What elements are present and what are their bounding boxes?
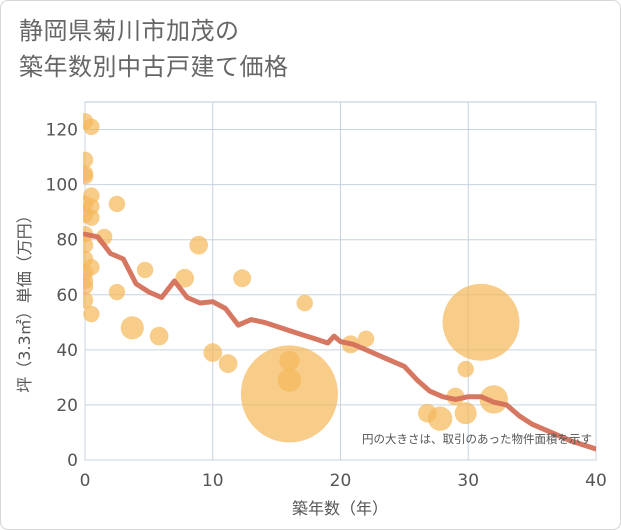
chart-title: 静岡県菊川市加茂の 築年数別中古戸建て価格 xyxy=(19,13,579,85)
bubble-point xyxy=(83,259,100,276)
y-tick-label: 20 xyxy=(56,396,78,416)
bubble-point xyxy=(454,402,477,425)
x-tick-label: 40 xyxy=(585,471,607,491)
bubble-point xyxy=(83,237,94,254)
bubble-point xyxy=(203,343,223,362)
trend-series xyxy=(83,231,596,452)
x-axis-label: 築年数（年） xyxy=(292,499,388,518)
bubble-point xyxy=(108,195,126,213)
y-tick-label: 80 xyxy=(56,231,78,251)
chart-title-line-2: 築年数別中古戸建て価格 xyxy=(19,53,289,81)
bubble-point xyxy=(83,278,94,295)
bubble-point xyxy=(233,269,252,288)
bubble-point xyxy=(83,209,100,226)
bubble-point xyxy=(479,385,509,414)
y-axis-label: 坪（3.3㎡）単価（万円） xyxy=(15,207,34,392)
y-tick-label: 120 xyxy=(46,121,78,141)
bubble-point xyxy=(240,345,338,443)
bubble-point xyxy=(296,294,313,312)
bubble-point xyxy=(357,330,375,348)
x-tick-label: 10 xyxy=(202,471,224,491)
x-tick-label: 30 xyxy=(457,471,479,491)
bubble-point xyxy=(149,326,169,346)
bubble-point xyxy=(83,151,94,169)
bubble-point xyxy=(175,268,194,288)
y-tick-label: 0 xyxy=(67,451,78,471)
y-tick-label: 60 xyxy=(56,286,78,306)
bubble-point xyxy=(83,168,94,185)
bubble-point xyxy=(279,350,300,371)
chart-title-line-1: 静岡県菊川市加茂の xyxy=(19,17,240,45)
x-axis-ticks: 0 10 20 30 40 xyxy=(80,471,607,491)
y-tick-label: 100 xyxy=(46,176,78,196)
trend-line xyxy=(83,231,596,452)
bubble-point xyxy=(427,406,453,431)
bubble-point xyxy=(83,118,100,135)
x-tick-label: 0 xyxy=(80,471,91,491)
chart-annotation: 円の大きさは、取引のあった物件面積を示す xyxy=(362,432,592,446)
bubble-point xyxy=(136,261,154,279)
bubble-point xyxy=(218,354,238,373)
bubble-point xyxy=(446,387,465,406)
y-tick-label: 40 xyxy=(56,341,78,361)
grid-lines xyxy=(84,102,597,461)
bubble-point xyxy=(277,368,301,392)
bubble-point xyxy=(83,305,100,323)
bubble-point xyxy=(108,283,126,301)
bubble-point xyxy=(83,292,94,309)
bubble-point xyxy=(442,283,520,361)
y-axis-ticks: 0 20 40 60 80 100 120 xyxy=(46,121,78,471)
bubble-point xyxy=(457,360,474,378)
x-tick-label: 20 xyxy=(330,471,352,491)
bubble-point xyxy=(189,235,209,255)
bubble-point xyxy=(120,316,144,340)
